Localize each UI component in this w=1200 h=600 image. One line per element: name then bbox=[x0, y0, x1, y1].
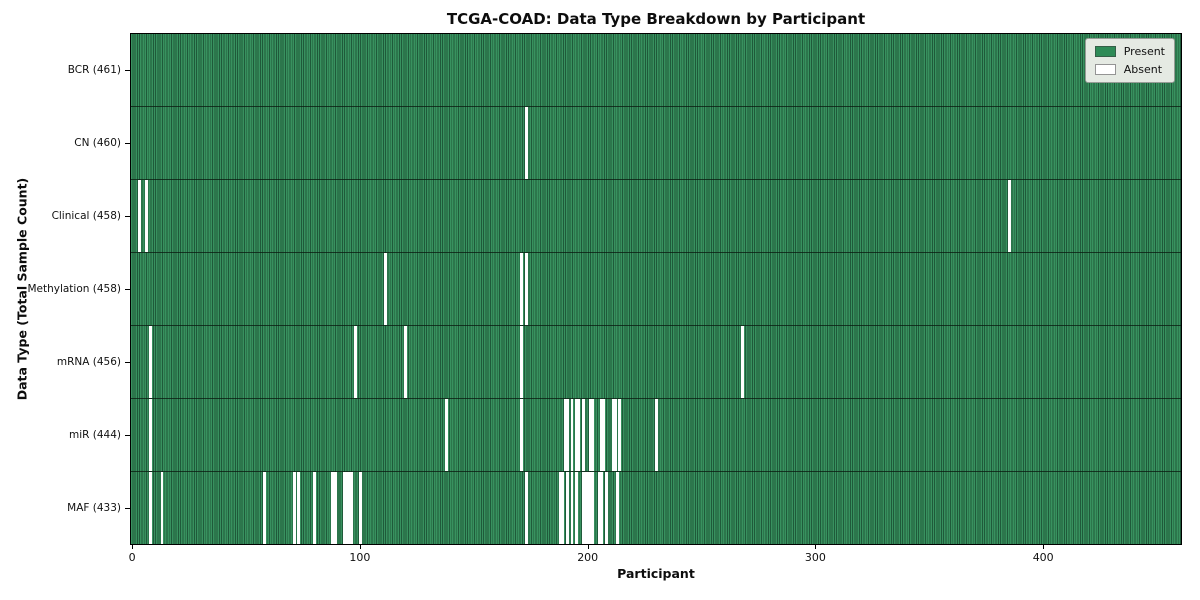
absent-mark bbox=[600, 472, 604, 544]
absent-mark bbox=[566, 399, 569, 471]
absent-mark bbox=[570, 472, 574, 544]
y-tick-mark bbox=[125, 434, 130, 436]
absent-mark bbox=[618, 399, 622, 471]
absent-mark bbox=[581, 399, 585, 471]
x-tick-mark bbox=[587, 545, 589, 549]
absent-mark bbox=[525, 472, 528, 544]
absent-mark bbox=[263, 472, 266, 544]
legend-label-absent: Absent bbox=[1123, 63, 1163, 76]
absent-mark bbox=[741, 326, 745, 398]
legend-item-present: Present bbox=[1094, 45, 1165, 58]
legend: Present Absent bbox=[1084, 38, 1175, 83]
absent-mark bbox=[404, 326, 408, 398]
absent-mark bbox=[616, 472, 619, 544]
x-tick-label: 400 bbox=[1032, 551, 1054, 564]
absent-mark bbox=[333, 472, 337, 544]
absent-mark bbox=[520, 399, 524, 471]
present-swatch-icon bbox=[1094, 46, 1116, 57]
absent-mark bbox=[345, 472, 348, 544]
absent-mark bbox=[292, 472, 296, 544]
absent-mark bbox=[349, 472, 353, 544]
absent-mark bbox=[575, 399, 578, 471]
y-tick-mark bbox=[125, 361, 130, 363]
x-tick-label: 200 bbox=[577, 551, 599, 564]
heatmap-row-Methylation bbox=[131, 252, 1181, 325]
y-tick-mark bbox=[125, 507, 130, 509]
absent-mark bbox=[591, 399, 594, 471]
absent-mark bbox=[313, 472, 317, 544]
absent-mark bbox=[566, 472, 569, 544]
absent-mark bbox=[611, 399, 615, 471]
absent-mark bbox=[297, 472, 301, 544]
absent-mark bbox=[602, 399, 606, 471]
absent-swatch-icon bbox=[1094, 64, 1116, 75]
x-tick-mark bbox=[815, 545, 817, 549]
absent-mark bbox=[160, 472, 164, 544]
y-tick-label-MAF: MAF (433) bbox=[67, 501, 121, 514]
absent-mark bbox=[584, 472, 588, 544]
absent-mark bbox=[613, 399, 617, 471]
absent-mark bbox=[591, 472, 594, 544]
absent-mark bbox=[604, 472, 608, 544]
absent-mark bbox=[577, 399, 581, 471]
absent-mark bbox=[561, 472, 565, 544]
absent-mark bbox=[520, 253, 524, 325]
absent-mark bbox=[354, 326, 358, 398]
absent-mark bbox=[525, 107, 528, 179]
y-tick-label-miR: miR (444) bbox=[68, 428, 121, 441]
x-tick-label: 0 bbox=[128, 551, 136, 564]
absent-mark bbox=[342, 472, 346, 544]
x-tick-label: 100 bbox=[349, 551, 371, 564]
absent-mark bbox=[581, 472, 585, 544]
y-tick-label-BCR: BCR (461) bbox=[67, 64, 121, 77]
absent-mark bbox=[600, 399, 604, 471]
absent-mark bbox=[559, 472, 563, 544]
x-tick-mark bbox=[1043, 545, 1045, 549]
absent-mark bbox=[358, 472, 362, 544]
absent-mark bbox=[520, 326, 524, 398]
absent-mark bbox=[575, 472, 578, 544]
heatmap-row-miR bbox=[131, 398, 1181, 471]
absent-mark bbox=[570, 399, 574, 471]
y-tick-label-mRNA: mRNA (456) bbox=[56, 355, 121, 368]
absent-mark bbox=[563, 399, 567, 471]
y-tick-label-Clinical: Clinical (458) bbox=[51, 210, 121, 223]
absent-mark bbox=[149, 326, 153, 398]
absent-mark bbox=[1007, 180, 1011, 252]
heatmap-row-Clinical bbox=[131, 179, 1181, 252]
heatmap-row-CN bbox=[131, 106, 1181, 179]
x-tick-label: 300 bbox=[804, 551, 826, 564]
absent-mark bbox=[597, 472, 601, 544]
y-tick-mark bbox=[125, 216, 130, 218]
plot-area: Present Absent bbox=[130, 33, 1182, 545]
x-axis-label: Participant bbox=[617, 566, 695, 581]
absent-mark bbox=[144, 180, 148, 252]
legend-label-present: Present bbox=[1123, 45, 1165, 58]
chart-title: TCGA-COAD: Data Type Breakdown by Partic… bbox=[446, 10, 866, 28]
y-tick-mark bbox=[125, 143, 130, 145]
y-tick-label-Methylation: Methylation (458) bbox=[27, 283, 121, 295]
heatmap-row-MAF bbox=[131, 471, 1181, 544]
absent-mark bbox=[525, 253, 528, 325]
absent-mark bbox=[445, 399, 449, 471]
absent-mark bbox=[137, 180, 141, 252]
y-tick-label-CN: CN (460) bbox=[74, 137, 121, 150]
legend-item-absent: Absent bbox=[1094, 63, 1165, 76]
absent-mark bbox=[586, 472, 590, 544]
x-tick-mark bbox=[359, 545, 361, 549]
absent-mark bbox=[347, 472, 351, 544]
absent-mark bbox=[588, 399, 592, 471]
absent-mark bbox=[654, 399, 658, 471]
absent-mark bbox=[149, 399, 153, 471]
absent-mark bbox=[149, 472, 153, 544]
absent-mark bbox=[331, 472, 335, 544]
heatmap-row-mRNA bbox=[131, 325, 1181, 398]
x-tick-mark bbox=[132, 545, 134, 549]
y-tick-mark bbox=[125, 70, 130, 72]
y-tick-mark bbox=[125, 289, 130, 290]
absent-mark bbox=[588, 472, 592, 544]
heatmap-row-BCR bbox=[131, 34, 1181, 106]
absent-mark bbox=[383, 253, 387, 325]
